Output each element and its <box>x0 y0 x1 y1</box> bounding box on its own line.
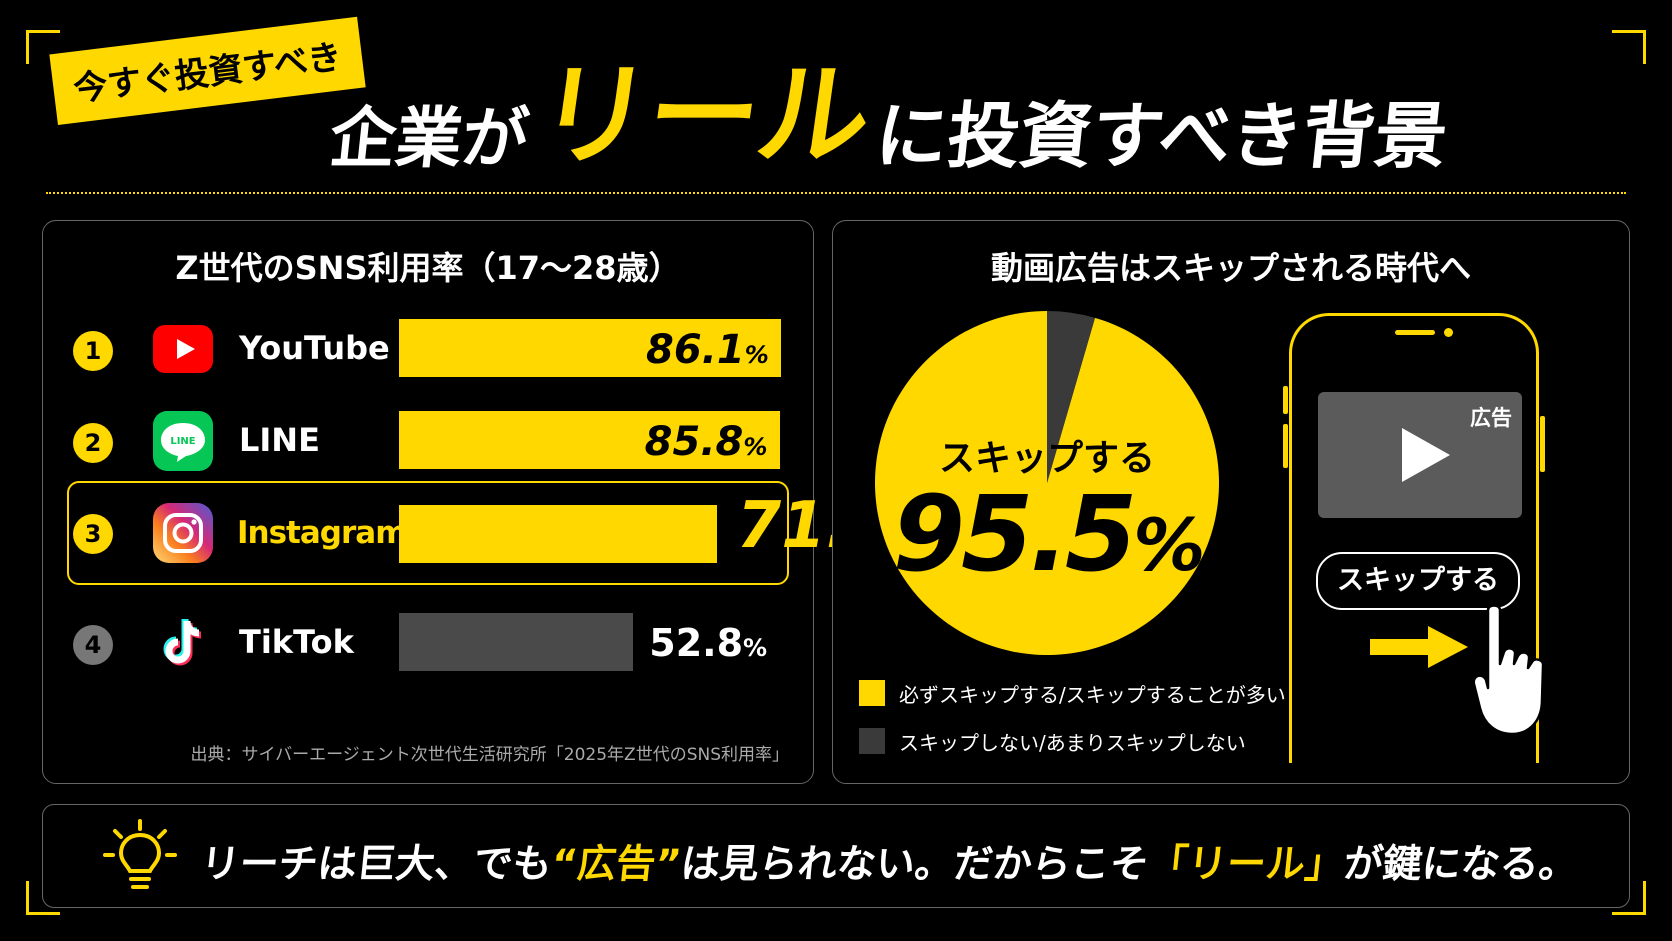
pie-value: 95.5% <box>892 473 1206 595</box>
corner-frame-bottom-left <box>26 881 60 915</box>
bar-row-line: 2 LINE LINE 85.8% <box>67 397 789 485</box>
title-highlight: リール <box>528 51 878 181</box>
value-label: 86.1% <box>646 327 769 373</box>
title-prefix: 企業が <box>326 100 533 177</box>
legend-swatch <box>859 728 885 754</box>
phone-speaker <box>1395 330 1435 335</box>
sns-usage-panel: Z世代のSNS利用率（17〜28歳） 1 YouTube 86.1% 2 LIN… <box>42 220 937 784</box>
youtube-icon <box>151 317 215 381</box>
header-divider <box>46 192 1626 194</box>
legend-swatch <box>859 680 885 706</box>
source-note: 出典：サイバーエージェント次世代生活研究所「2025年Z世代のSNS利用率」 <box>190 745 789 765</box>
pie-caption: スキップする <box>938 438 1155 479</box>
bar-row-tiktok: 4 TikTok 52.8% <box>67 599 789 687</box>
rank-badge: 1 <box>73 331 113 371</box>
bar-label: LINE <box>239 421 320 459</box>
phone-illustration: 広告 スキップする <box>1283 313 1545 763</box>
legend-label: スキップしない/あまりスキップしない <box>899 731 1246 755</box>
bar-row-instagram: 3 Instagram 71.6% <box>67 481 937 585</box>
bar-label: YouTube <box>239 329 390 367</box>
svg-text:LINE: LINE <box>170 436 195 447</box>
ad-label: 広告 <box>1470 406 1512 430</box>
phone-camera <box>1444 328 1453 337</box>
conclusion-banner: リーチは巨大、でも“広告”は見られない。だからこそ「リール」が鍵になる。 <box>42 804 1630 908</box>
phone-side-button <box>1283 424 1288 468</box>
play-icon <box>1402 428 1450 482</box>
video-ad-player: 広告 <box>1318 392 1522 518</box>
header-tag: 今すぐ投資すべき <box>49 16 366 126</box>
conclusion-part: リーチは巨大、でも <box>198 842 555 887</box>
corner-frame-bottom-right <box>1612 881 1646 915</box>
bar-instagram <box>399 505 717 563</box>
arrow-right-icon <box>1370 626 1468 668</box>
value-label: 52.8% <box>649 621 768 665</box>
legend-label: 必ずスキップする/スキップすることが多い <box>899 683 1286 707</box>
legend-item-skip: 必ずスキップする/スキップすることが多い <box>859 677 1286 707</box>
pointing-hand-icon <box>1472 604 1545 736</box>
bar-row-youtube: 1 YouTube 86.1% <box>67 305 789 393</box>
line-icon: LINE <box>151 409 215 473</box>
conclusion-part: は見られない。だからこそ <box>678 842 1152 887</box>
bar-label: Instagram <box>237 515 407 551</box>
bar-line <box>399 411 780 469</box>
tiktok-icon <box>151 611 215 675</box>
bar-tiktok <box>399 613 634 671</box>
lightbulb-icon <box>103 819 177 889</box>
conclusion-highlight: 「リール」 <box>1146 842 1347 887</box>
skip-ad-button[interactable]: スキップする <box>1316 552 1520 610</box>
ad-skip-panel: 動画広告はスキップされる時代へ スキップする 95.5% 必ずスキップする/スキ… <box>832 220 1630 784</box>
title-suffix: に投資すべき背景 <box>871 94 1452 178</box>
instagram-icon <box>151 501 215 565</box>
sns-usage-title: Z世代のSNS利用率（17〜28歳） <box>175 249 681 287</box>
phone-side-button <box>1283 386 1288 414</box>
skip-pie-chart <box>873 309 1221 657</box>
corner-frame-top-right <box>1612 30 1646 64</box>
conclusion-text: リーチは巨大、でも“広告”は見られない。だからこそ「リール」が鍵になる。 <box>198 833 1581 889</box>
pie-slice-no-skip <box>1047 311 1095 483</box>
rank-badge: 4 <box>73 625 113 665</box>
bar-label: TikTok <box>239 623 354 661</box>
phone-side-button <box>1540 416 1545 472</box>
legend-item-no-skip: スキップしない/あまりスキップしない <box>859 725 1279 755</box>
rank-badge: 2 <box>73 423 113 463</box>
rank-badge: 3 <box>73 514 113 554</box>
ad-skip-title: 動画広告はスキップされる時代へ <box>990 249 1471 287</box>
corner-frame-top-left <box>26 30 60 64</box>
conclusion-highlight: “広告” <box>549 842 684 887</box>
page-title: 企業が リール に投資すべき背景 <box>326 51 1451 181</box>
conclusion-part: が鍵になる。 <box>1341 842 1581 887</box>
bar-youtube <box>399 319 781 377</box>
value-label: 85.8% <box>644 419 768 465</box>
